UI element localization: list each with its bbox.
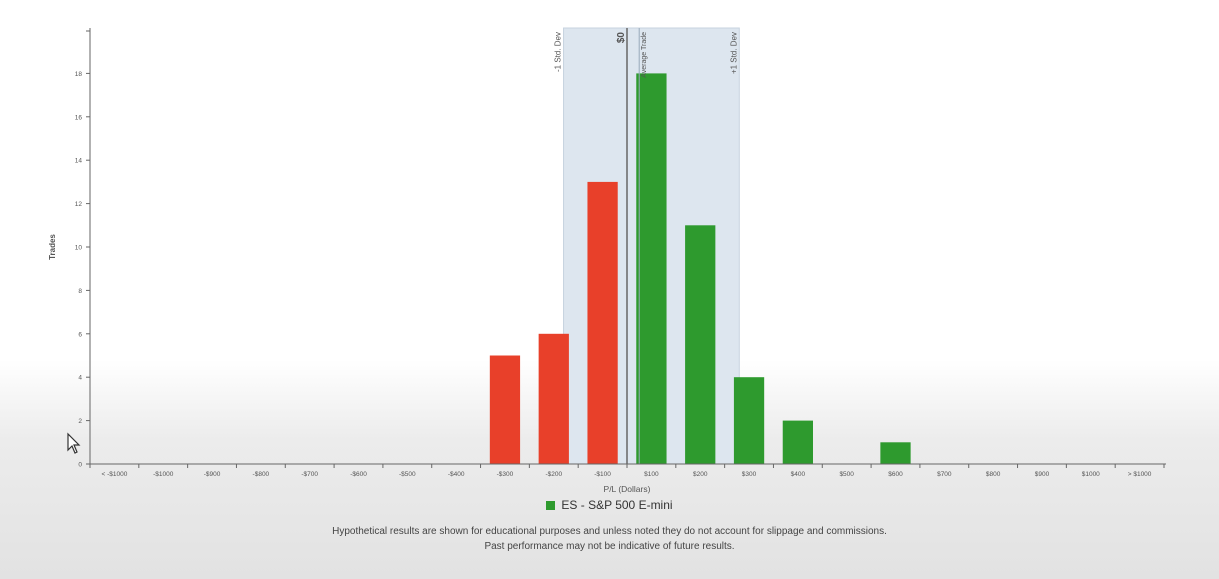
zero-label: $0 [616,32,627,44]
bar-$200 [685,225,716,464]
x-tick-label: -$200 [545,471,562,478]
x-tick-label: $400 [791,471,806,478]
minus-std-dev-label: -1 Std. Dev [554,32,563,72]
y-tick-label: 14 [75,158,83,165]
x-tick-label: > $1000 [1128,471,1152,478]
mouse-cursor-icon [67,432,81,454]
x-tick-label: $1000 [1082,471,1100,478]
y-tick-label: 0 [78,462,82,469]
bar--$100 [587,181,618,464]
legend-swatch [546,500,556,510]
y-tick-label: 12 [75,201,83,208]
bar-$400 [782,420,813,464]
average-trade-label: Average Trade [641,32,648,78]
x-tick-label: -$700 [301,471,318,478]
x-tick-label: $100 [644,471,659,478]
x-tick-label: $500 [839,471,854,478]
y-tick-label: 16 [75,114,83,121]
x-tick-label: $900 [1035,471,1050,478]
x-tick-label: < -$1000 [101,471,127,478]
y-tick-label: 8 [78,288,82,295]
legend-label: ES - S&P 500 E-mini [561,498,673,512]
disclaimer-line-2: Past performance may not be indicative o… [484,541,735,552]
x-tick-label: -$100 [594,471,611,478]
bar-$100 [636,73,667,465]
disclaimer: Hypothetical results are shown for educa… [0,524,1219,554]
y-tick-label: 10 [75,245,83,252]
x-tick-label: -$600 [350,471,367,478]
x-tick-label: $300 [742,471,757,478]
bar-$600 [880,442,911,464]
legend: ES - S&P 500 E-mini [0,498,1219,512]
x-tick-label: $700 [937,471,952,478]
plus-std-dev-label: +1 Std. Dev [729,32,738,74]
x-tick-label: -$800 [253,471,270,478]
y-axis-title: Trades [48,234,57,260]
x-axis-title: P/L (Dollars) [604,484,651,494]
x-tick-label: $200 [693,471,708,478]
y-tick-label: 18 [75,71,83,78]
bar--$200 [538,333,569,464]
x-tick-label: -$500 [399,471,416,478]
pl-histogram-chart: -1 Std. Dev +1 Std. Dev Average Trade $0 0 2… [48,27,1166,494]
bar--$300 [489,355,521,464]
x-tick-label: -$300 [497,471,514,478]
disclaimer-line-1: Hypothetical results are shown for educa… [332,526,887,537]
x-tick-label: $800 [986,471,1001,478]
y-tick-label: 6 [78,331,82,338]
y-tick-label: 4 [78,375,82,382]
bar-$300 [733,377,765,464]
x-tick-label: -$900 [204,471,221,478]
y-tick-label: 2 [78,418,82,425]
x-tick-label: -$400 [448,471,465,478]
x-tick-label: $600 [888,471,903,478]
x-tick-label: -$1000 [153,471,174,478]
